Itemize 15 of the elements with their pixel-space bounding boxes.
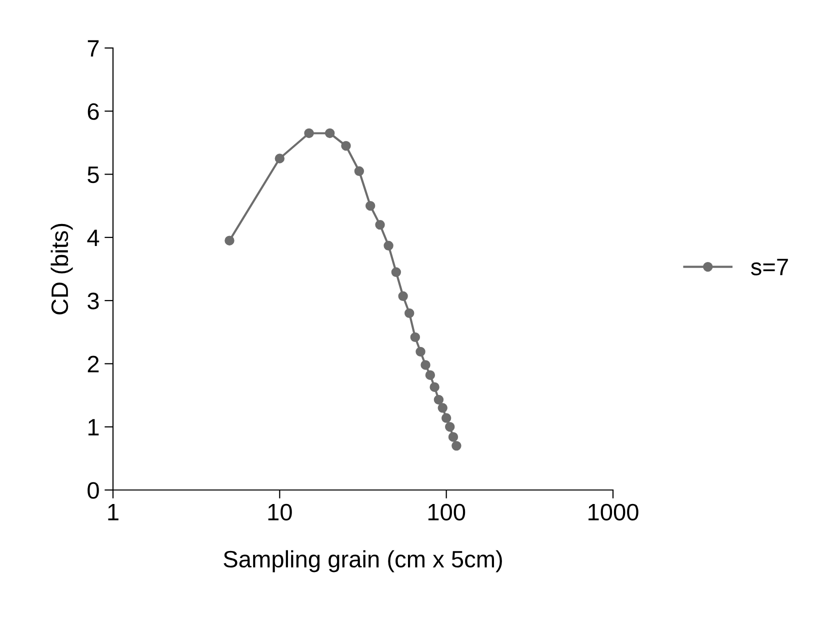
x-axis-title: Sampling grain (cm x 5cm) (224, 550, 502, 572)
x-tick-label: 10 (268, 504, 292, 521)
y-tick-label: 0 (88, 482, 99, 499)
x-tick-label: 100 (428, 504, 466, 521)
legend-label: s=7 (751, 258, 788, 276)
y-tick-label: 3 (88, 292, 99, 310)
y-tick-label: 2 (88, 356, 99, 372)
x-tick-label: 1 (108, 504, 118, 520)
y-tick-label: 1 (88, 419, 99, 436)
y-tick-label: 6 (88, 103, 99, 120)
y-tick-label: 7 (88, 40, 99, 57)
y-axis-title: CD (bits) (50, 224, 73, 314)
y-tick-label: 5 (88, 166, 99, 184)
y-tick-label: 4 (87, 230, 100, 246)
x-tick-label: 1000 (588, 504, 638, 521)
